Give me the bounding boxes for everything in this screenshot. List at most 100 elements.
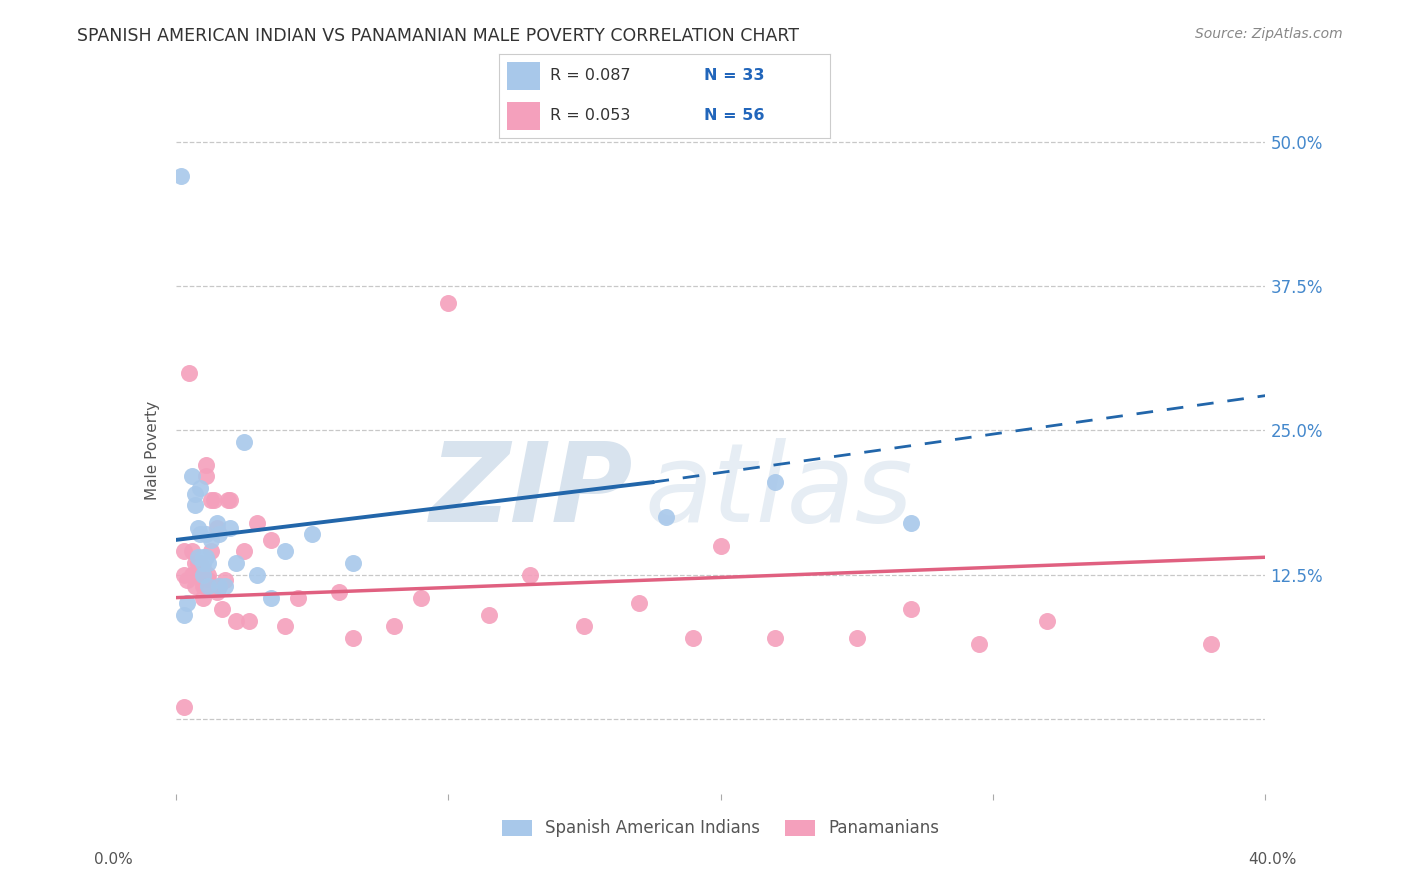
Point xyxy=(211,602,233,616)
Point xyxy=(214,574,236,588)
Point xyxy=(208,579,231,593)
Point xyxy=(194,469,217,483)
Point xyxy=(194,527,217,541)
Point xyxy=(188,481,211,495)
Point xyxy=(205,585,228,599)
Point xyxy=(200,544,222,558)
Point xyxy=(184,487,207,501)
Point xyxy=(186,567,209,582)
Point xyxy=(519,567,541,582)
Point xyxy=(208,527,231,541)
Text: SPANISH AMERICAN INDIAN VS PANAMANIAN MALE POVERTY CORRELATION CHART: SPANISH AMERICAN INDIAN VS PANAMANIAN MA… xyxy=(77,27,800,45)
Text: 0.0%: 0.0% xyxy=(94,852,134,867)
Point xyxy=(710,539,733,553)
Point xyxy=(188,562,211,576)
Point xyxy=(173,607,195,622)
Point xyxy=(200,533,222,547)
Point xyxy=(181,469,204,483)
Point xyxy=(176,596,198,610)
Text: atlas: atlas xyxy=(644,438,912,545)
Point xyxy=(197,567,219,582)
Point xyxy=(191,550,214,565)
Point xyxy=(184,498,207,512)
Point xyxy=(170,169,193,184)
Point xyxy=(225,614,247,628)
Point xyxy=(186,556,209,570)
Point xyxy=(191,562,214,576)
Point xyxy=(219,521,242,535)
Point xyxy=(217,492,239,507)
Point xyxy=(274,619,297,633)
Point xyxy=(627,596,650,610)
Point xyxy=(301,527,323,541)
Point xyxy=(181,567,204,582)
Point xyxy=(655,509,678,524)
Point xyxy=(186,521,209,535)
Point xyxy=(969,637,991,651)
Point xyxy=(191,556,214,570)
Point xyxy=(246,567,269,582)
Point xyxy=(342,556,364,570)
Point xyxy=(1036,614,1059,628)
Point xyxy=(437,296,460,310)
Point xyxy=(184,556,207,570)
Point xyxy=(197,579,219,593)
Y-axis label: Male Poverty: Male Poverty xyxy=(145,401,160,500)
Point xyxy=(219,492,242,507)
Point xyxy=(194,550,217,565)
Point xyxy=(900,602,922,616)
Point xyxy=(1199,637,1222,651)
Point xyxy=(179,366,201,380)
Point xyxy=(574,619,596,633)
Point xyxy=(205,521,228,535)
FancyBboxPatch shape xyxy=(508,102,540,130)
Text: ZIP: ZIP xyxy=(430,438,633,545)
Point xyxy=(682,631,704,645)
Point xyxy=(214,579,236,593)
Point xyxy=(287,591,309,605)
Point xyxy=(197,574,219,588)
Point xyxy=(191,567,214,582)
Point xyxy=(208,579,231,593)
Text: N = 33: N = 33 xyxy=(704,69,765,84)
Point xyxy=(238,614,260,628)
Text: R = 0.087: R = 0.087 xyxy=(550,69,631,84)
Point xyxy=(274,544,297,558)
Text: 40.0%: 40.0% xyxy=(1249,852,1296,867)
Point xyxy=(232,434,254,449)
Text: R = 0.053: R = 0.053 xyxy=(550,108,631,123)
Legend: Spanish American Indians, Panamanians: Spanish American Indians, Panamanians xyxy=(495,813,946,844)
Point xyxy=(191,579,214,593)
Point xyxy=(260,591,283,605)
Point xyxy=(173,567,195,582)
Point xyxy=(246,516,269,530)
Point xyxy=(176,574,198,588)
Point xyxy=(191,591,214,605)
Point xyxy=(763,631,786,645)
Point xyxy=(478,607,501,622)
Text: N = 56: N = 56 xyxy=(704,108,765,123)
Point xyxy=(900,516,922,530)
Point xyxy=(409,591,432,605)
Point xyxy=(342,631,364,645)
Point xyxy=(763,475,786,490)
Point xyxy=(225,556,247,570)
Point xyxy=(845,631,868,645)
Point xyxy=(232,544,254,558)
Point xyxy=(173,700,195,714)
Point xyxy=(173,544,195,558)
Point xyxy=(186,562,209,576)
Point xyxy=(328,585,350,599)
Point xyxy=(197,556,219,570)
Point xyxy=(186,550,209,565)
FancyBboxPatch shape xyxy=(508,62,540,90)
Point xyxy=(188,556,211,570)
Point xyxy=(194,458,217,472)
Point xyxy=(200,492,222,507)
Point xyxy=(202,492,225,507)
Point xyxy=(205,516,228,530)
Point xyxy=(181,544,204,558)
Point xyxy=(382,619,405,633)
Point xyxy=(184,567,207,582)
Point xyxy=(260,533,283,547)
